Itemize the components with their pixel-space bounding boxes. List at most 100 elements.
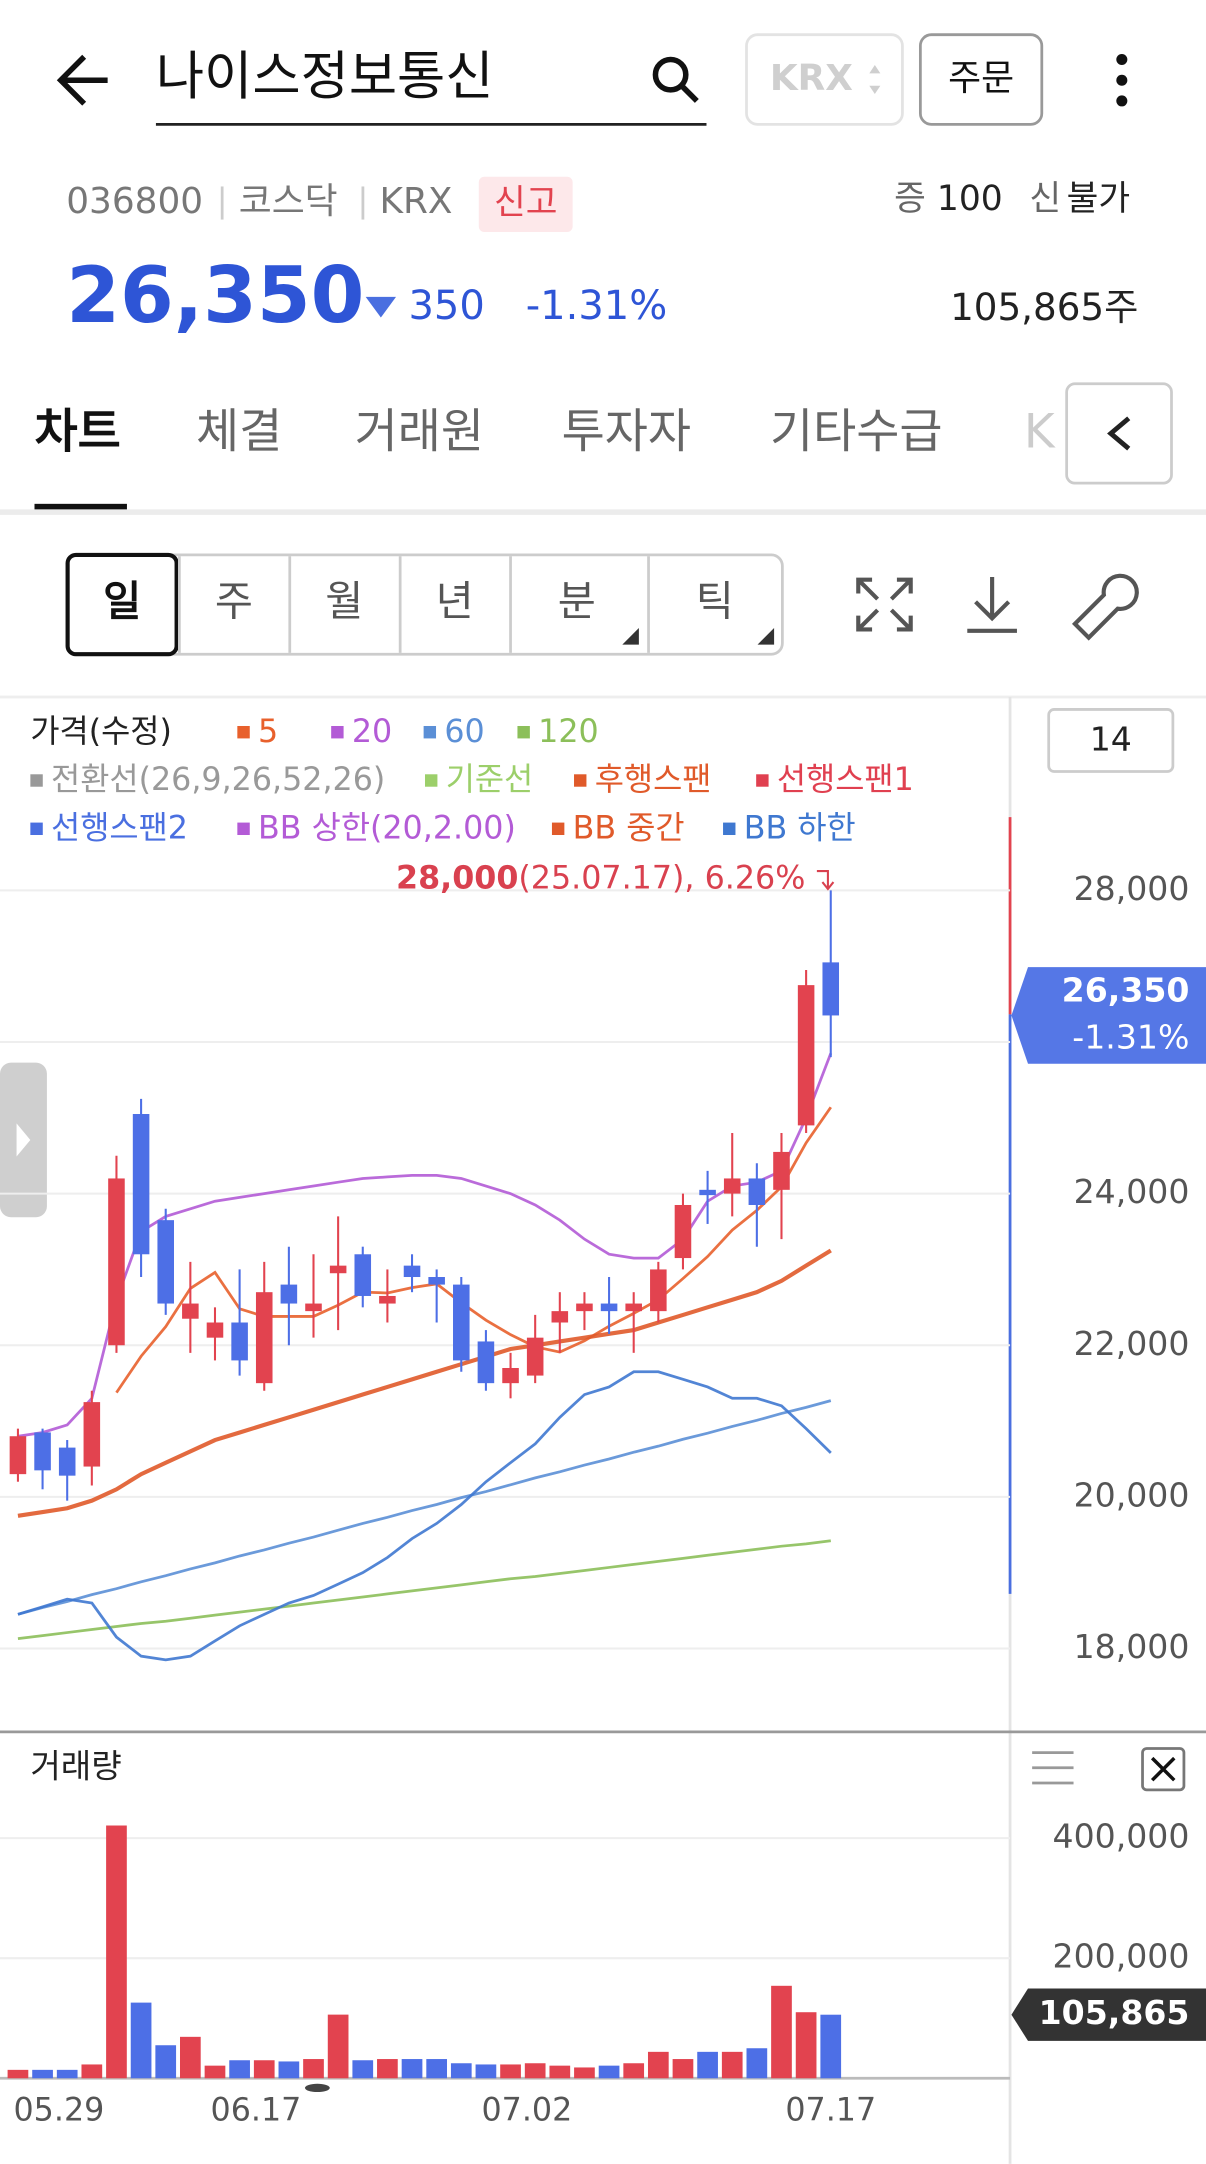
x-tick-label: 07.02 bbox=[481, 2092, 572, 2128]
legend-label: 20 bbox=[352, 714, 392, 750]
legend-swatch bbox=[237, 822, 250, 836]
candle-body bbox=[576, 1303, 593, 1312]
y-tick-label: 28,000 bbox=[1074, 869, 1190, 908]
candle-body bbox=[699, 1189, 716, 1196]
indicator-line bbox=[17, 1399, 832, 1616]
legend-label: 가격(수정) bbox=[30, 714, 171, 750]
candle-body bbox=[280, 1284, 298, 1304]
y-tick-label: 24,000 bbox=[1074, 1172, 1190, 1211]
tab[interactable]: 투자자 bbox=[562, 404, 691, 459]
download-icon[interactable] bbox=[967, 576, 1017, 633]
settings-icon[interactable] bbox=[1071, 573, 1139, 641]
candle-body bbox=[132, 1114, 150, 1255]
volume-bar bbox=[106, 1825, 127, 2079]
volume-bar bbox=[746, 2048, 768, 2079]
candle-body bbox=[748, 1178, 766, 1205]
order-button[interactable] bbox=[918, 33, 1044, 126]
tab-scroll-button[interactable] bbox=[1065, 382, 1173, 485]
exchange-select[interactable] bbox=[745, 33, 904, 126]
order-label: 주문 bbox=[948, 58, 1014, 99]
period-selected bbox=[65, 552, 179, 657]
y-tick-label: 20,000 bbox=[1074, 1475, 1190, 1514]
period-button[interactable]: 틱 bbox=[696, 578, 734, 626]
period-button[interactable]: 주 bbox=[215, 578, 253, 626]
interval-box[interactable] bbox=[1047, 708, 1175, 773]
y-tick-label: 400,000 bbox=[1053, 1817, 1190, 1856]
candle-body bbox=[453, 1284, 470, 1361]
last-price-label: 26,350 bbox=[1062, 970, 1190, 1009]
submenu-corner bbox=[757, 628, 775, 645]
volume-bar bbox=[303, 2059, 324, 2079]
search-icon[interactable] bbox=[652, 56, 699, 103]
trade-volume: 105,865주 bbox=[950, 285, 1138, 329]
stock-title[interactable]: 나이스정보통신 bbox=[156, 46, 494, 107]
more-menu[interactable] bbox=[1116, 54, 1128, 107]
volume-bar bbox=[32, 2069, 53, 2079]
legend-label: 5 bbox=[258, 714, 278, 750]
period-button[interactable]: 년 bbox=[436, 578, 474, 626]
x-tick-label: 07.17 bbox=[785, 2092, 876, 2128]
credit-value: 불가 bbox=[1067, 179, 1130, 219]
candle-body bbox=[625, 1303, 642, 1312]
close-x bbox=[1150, 1756, 1176, 1782]
chevron-left bbox=[1107, 416, 1131, 451]
volume-bar bbox=[697, 2051, 718, 2079]
tab[interactable]: 차트 bbox=[34, 404, 120, 459]
legend-swatch bbox=[574, 774, 587, 787]
back-button[interactable] bbox=[56, 54, 108, 106]
period-button[interactable]: 일 bbox=[103, 578, 141, 626]
legend-swatch bbox=[517, 725, 530, 739]
volume-bar bbox=[229, 2060, 250, 2079]
volume-bar bbox=[721, 2051, 743, 2079]
legend-label: 60 bbox=[444, 714, 484, 750]
legend-label: 후행스팬 bbox=[595, 762, 712, 798]
volume-bar bbox=[795, 2012, 817, 2079]
legend-swatch bbox=[30, 774, 43, 787]
indicator-line bbox=[17, 1539, 831, 1641]
volume-bar bbox=[672, 2059, 694, 2079]
period-button[interactable]: 월 bbox=[325, 578, 363, 626]
tab[interactable]: 기타수급 bbox=[770, 404, 943, 459]
volume-bar bbox=[647, 2051, 669, 2079]
expand-icon[interactable] bbox=[856, 577, 913, 632]
submenu-corner bbox=[622, 628, 639, 645]
candle-body bbox=[723, 1178, 741, 1194]
volume-bar bbox=[500, 2064, 521, 2079]
period-button[interactable]: 분 bbox=[558, 578, 596, 626]
legend-swatch bbox=[756, 774, 769, 787]
price-change-pct: -1.31% bbox=[526, 283, 668, 329]
annotation-value: 28,000 bbox=[396, 860, 518, 896]
legend-label: 120 bbox=[538, 714, 599, 750]
indicator-line bbox=[115, 1106, 832, 1394]
last-volume-label: 105,865 bbox=[1039, 1993, 1190, 2032]
legend-swatch bbox=[424, 774, 438, 787]
tab[interactable]: K bbox=[1024, 404, 1056, 459]
volume-bar bbox=[327, 2014, 349, 2079]
badge: 신고 bbox=[494, 183, 557, 223]
candle-body bbox=[108, 1178, 125, 1346]
volume-bar bbox=[7, 2069, 29, 2079]
legend-label: BB 상한(20,2.00) bbox=[258, 810, 516, 846]
candle-body bbox=[34, 1432, 51, 1471]
candle-body bbox=[797, 985, 815, 1126]
volume-title: 거래량 bbox=[30, 1746, 121, 1785]
legend-label: 선행스팬1 bbox=[777, 762, 914, 798]
candle-body bbox=[526, 1337, 544, 1376]
margin-value: 100 bbox=[937, 179, 1003, 219]
volume-bar bbox=[56, 2069, 78, 2079]
volume-menu[interactable] bbox=[1032, 1751, 1074, 1785]
last-volume-tag bbox=[1011, 1988, 1206, 2041]
legend-swatch bbox=[551, 822, 565, 836]
x-tick-label: 06.17 bbox=[211, 2092, 302, 2128]
tab[interactable]: 거래원 bbox=[355, 404, 484, 459]
down-triangle bbox=[365, 296, 397, 318]
tab[interactable]: 체결 bbox=[196, 404, 282, 459]
volume-bar bbox=[426, 2059, 448, 2079]
volume-bar bbox=[574, 2067, 595, 2079]
credit-label: 신 bbox=[1029, 179, 1061, 219]
stock-code: 036800 bbox=[66, 181, 203, 222]
volume-bar bbox=[820, 2014, 842, 2079]
legend-label: BB 하한 bbox=[744, 810, 856, 846]
